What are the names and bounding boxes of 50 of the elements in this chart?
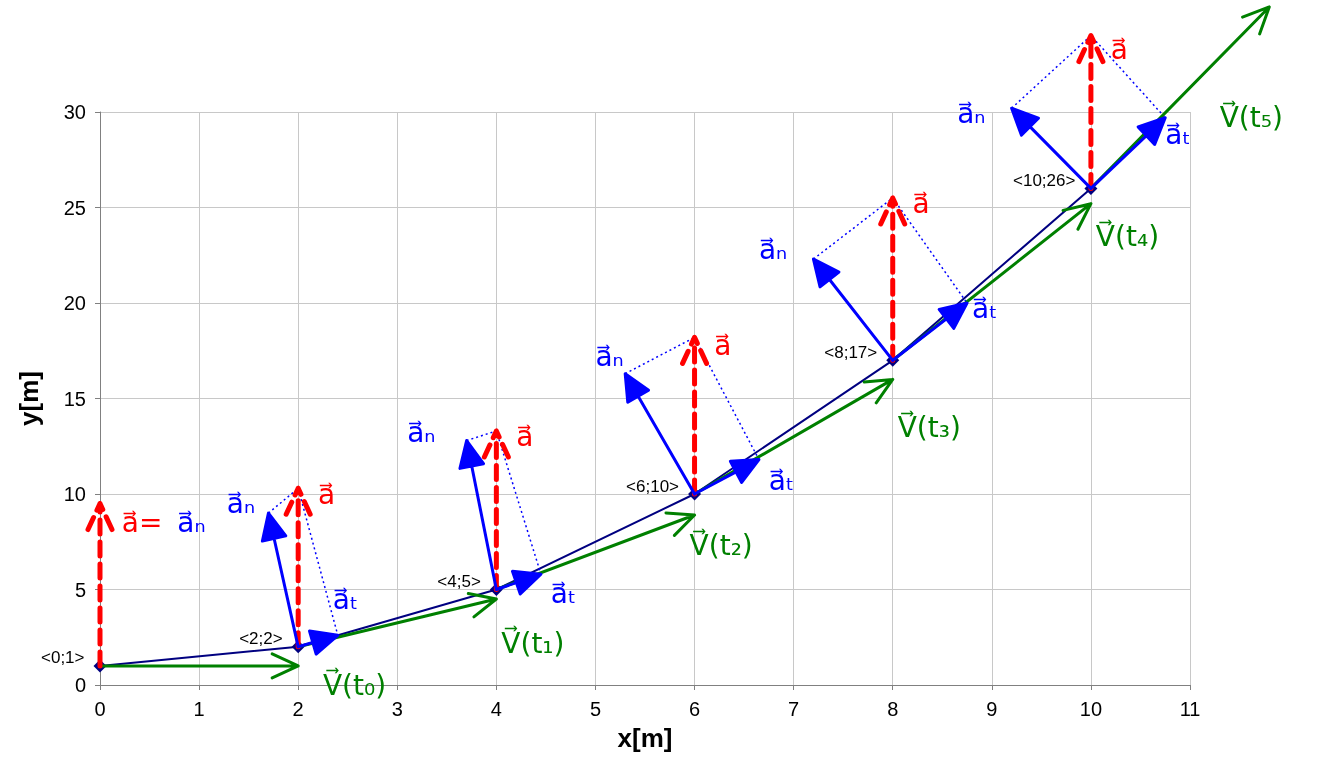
- annotation: a⃗ₙ: [177, 506, 206, 540]
- text: V⃗(t₅): [1219, 100, 1283, 135]
- y-tick-label: 0: [74, 674, 86, 696]
- annotation: a⃗: [714, 328, 732, 362]
- annotation: a⃗ₙ: [758, 233, 788, 267]
- annotation: a⃗ₜ: [768, 464, 795, 498]
- y-tick-label: 20: [63, 292, 86, 314]
- x-tick-label: 11: [1179, 698, 1201, 720]
- x-tick-label: 7: [788, 698, 800, 720]
- y-tick-label: 25: [63, 196, 86, 219]
- data-label: <4;5>: [437, 572, 481, 591]
- annotation: a⃗: [516, 420, 534, 454]
- annotation: a⃗ₜ: [972, 292, 998, 326]
- annotation: a⃗ₙ: [957, 97, 986, 131]
- x-tick-label: 1: [193, 698, 205, 720]
- annotation: V⃗(t₄): [1095, 218, 1160, 253]
- x-tick-label: 2: [292, 698, 304, 720]
- y-tick-label: 30: [63, 101, 86, 123]
- annotation: a⃗ₙ: [407, 416, 436, 450]
- data-label: <10;26>: [1013, 170, 1076, 190]
- data-label: <2;2>: [239, 629, 283, 649]
- x-tick-label: 0: [94, 698, 106, 720]
- data-label: <8;17>: [824, 342, 878, 362]
- x-tick-label: 8: [887, 698, 899, 720]
- annotation: a⃗=: [121, 506, 163, 540]
- x-tick-label: 4: [490, 698, 502, 720]
- annotation: a⃗ₜ: [550, 576, 577, 610]
- annotation: a⃗ₙ: [226, 487, 256, 521]
- data-label: <0;1>: [41, 648, 85, 668]
- annotation: a⃗ₙ: [595, 340, 624, 374]
- y-tick-label: 5: [74, 578, 86, 601]
- x-tick-label: 10: [1079, 698, 1103, 720]
- x-axis-title: x[m]: [617, 723, 673, 753]
- annotation: V⃗(t₃): [897, 409, 961, 444]
- y-tick-label: 10: [63, 483, 86, 505]
- annotation: V⃗(t₀): [322, 667, 387, 702]
- x-tick-label: 9: [986, 698, 998, 720]
- annotation: a⃗: [912, 187, 930, 221]
- annotation: a⃗: [318, 477, 336, 511]
- x-tick-label: 3: [391, 698, 403, 720]
- annotation: a⃗ₜ: [1165, 118, 1191, 152]
- y-axis-title: y[m]: [14, 371, 44, 426]
- x-tick-label: 5: [589, 698, 602, 720]
- annotation: V⃗(t₂): [689, 528, 753, 563]
- annotation: V⃗(t₁): [501, 625, 565, 660]
- y-tick-label: 15: [63, 387, 86, 410]
- annotation: a⃗: [1110, 32, 1128, 66]
- x-tick-label: 6: [688, 698, 701, 720]
- data-label: <6;10>: [626, 476, 680, 496]
- annotation: a⃗ₜ: [332, 582, 359, 616]
